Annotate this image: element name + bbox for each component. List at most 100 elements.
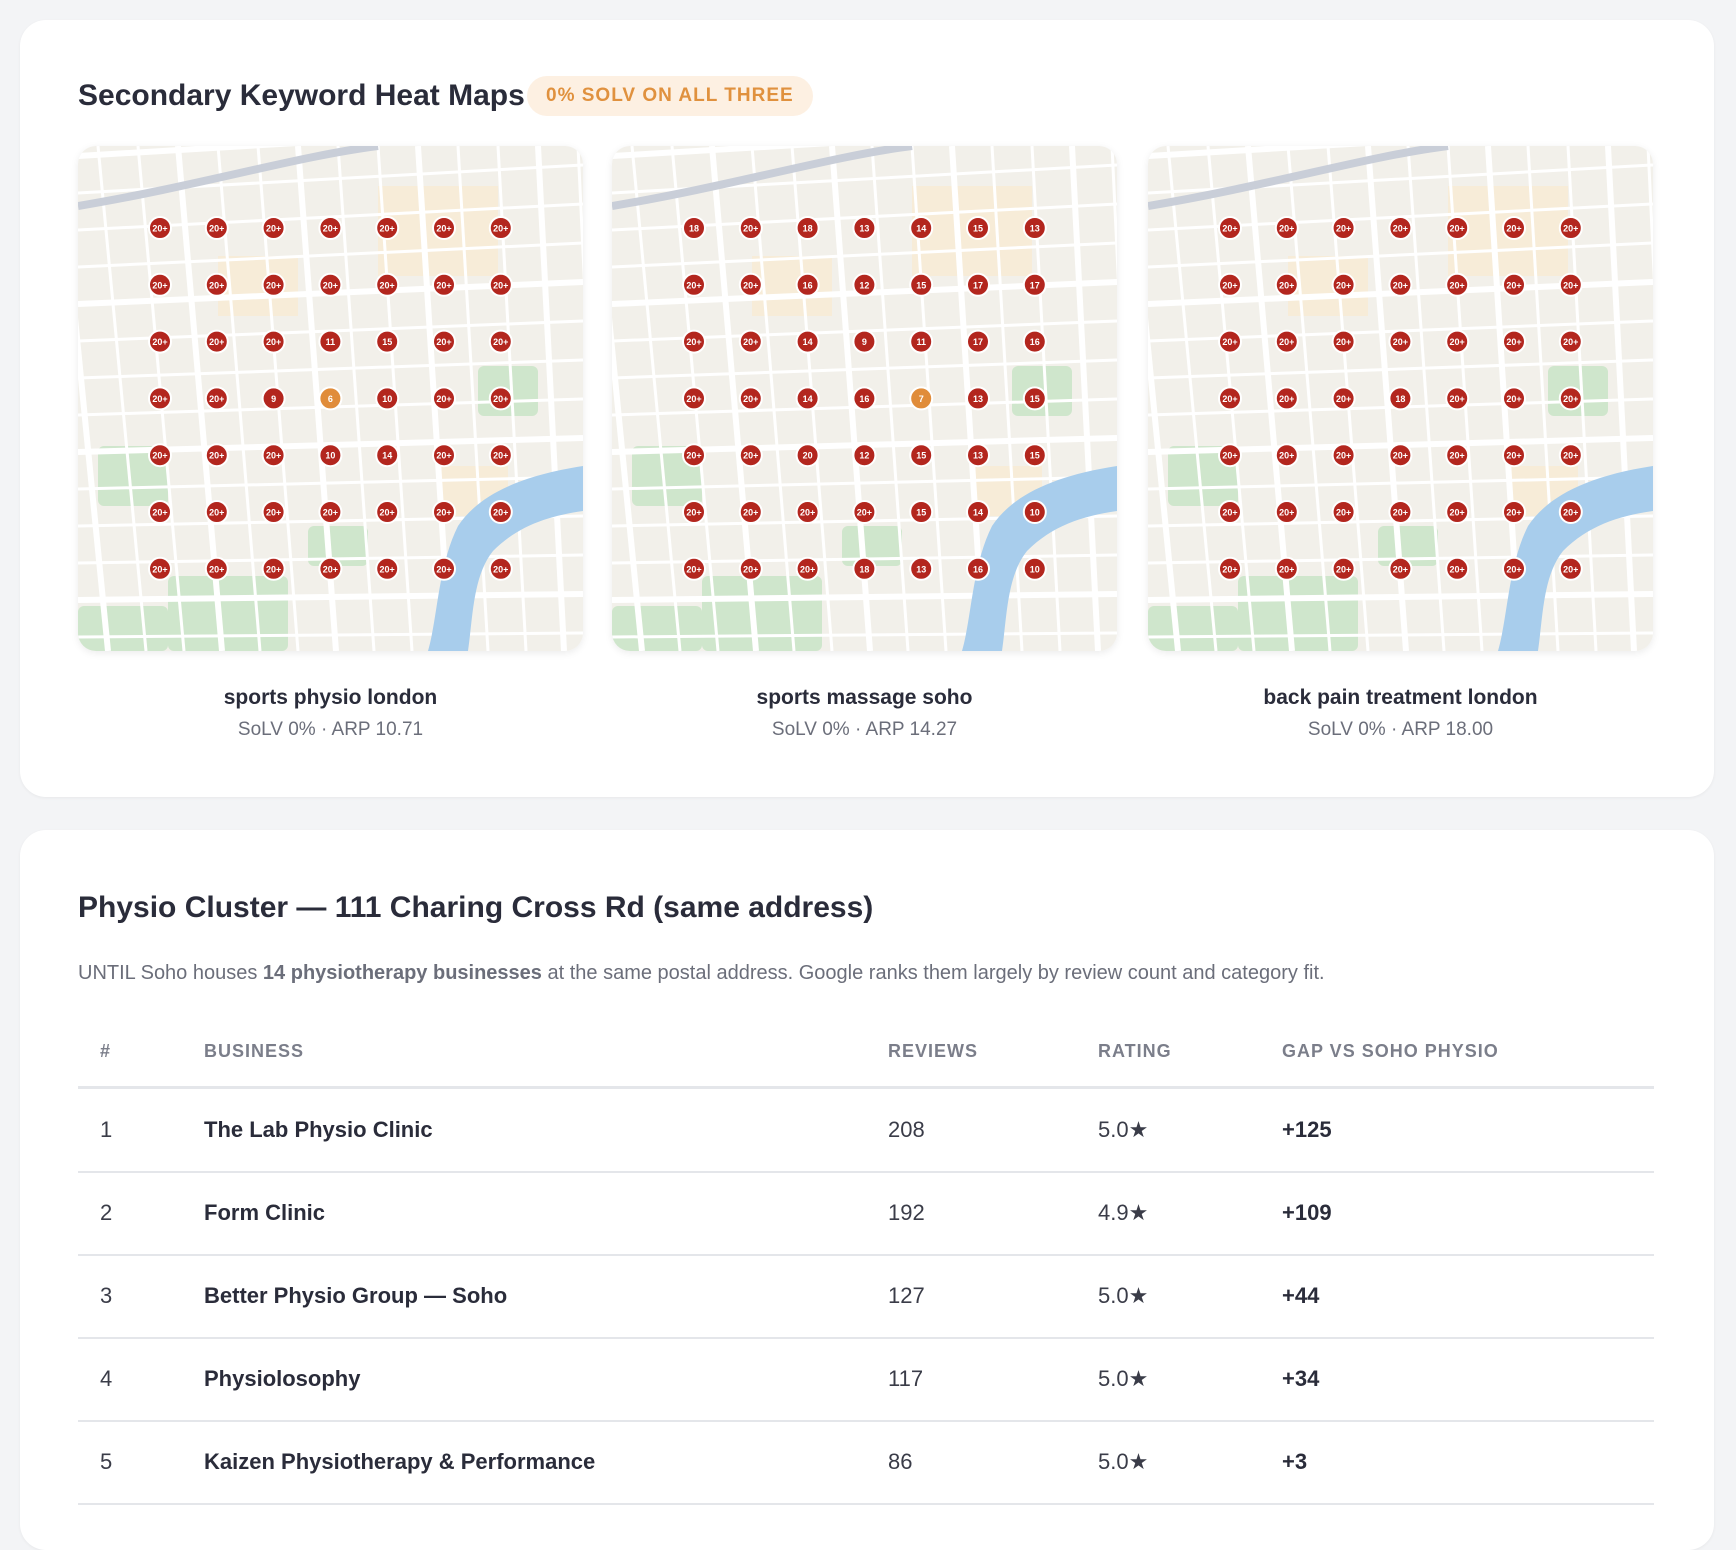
rank-label: 20+ xyxy=(1393,224,1408,234)
rank-marker xyxy=(795,216,820,240)
rank-marker xyxy=(1022,386,1047,411)
rank-marker xyxy=(432,443,456,468)
rank-marker xyxy=(852,443,877,468)
map-caption: sports massage soho SoLV 0% · ARP 14.27 xyxy=(612,686,1117,741)
rank-label: 20+ xyxy=(1222,508,1237,518)
rank-marker xyxy=(682,500,706,524)
row-rule xyxy=(78,1171,1654,1173)
rank-marker xyxy=(1558,386,1583,411)
table-header: GAP VS SOHO PHYSIO xyxy=(1282,1041,1499,1061)
rank-marker xyxy=(1388,329,1413,354)
rank-marker xyxy=(261,500,286,524)
keyword-stats: SoLV 0% · ARP 10.71 xyxy=(237,719,424,740)
rank-label: 20+ xyxy=(152,280,167,290)
street xyxy=(1406,146,1446,651)
rank-label: 20+ xyxy=(1506,224,1521,234)
street xyxy=(612,241,1117,269)
street xyxy=(1069,146,1101,651)
rank-marker xyxy=(488,500,513,524)
rank-label: 20+ xyxy=(209,564,224,574)
rank-label: 20+ xyxy=(1506,337,1521,347)
rank-label: 15 xyxy=(1030,394,1040,404)
gap: +44 xyxy=(1282,1283,1320,1308)
rank-marker xyxy=(682,329,706,354)
rank-marker xyxy=(1445,443,1470,468)
rank-marker xyxy=(966,556,990,581)
rank-marker xyxy=(1331,443,1356,468)
rank-label: 20+ xyxy=(1450,451,1465,461)
rank-marker xyxy=(1331,500,1356,524)
rank-marker xyxy=(318,216,343,240)
rank-label: 20+ xyxy=(266,224,281,234)
rank-marker xyxy=(1331,386,1356,411)
rank-marker xyxy=(795,329,820,354)
rank: 2 xyxy=(100,1200,113,1225)
rank-marker xyxy=(1502,216,1526,240)
rank-label: 20+ xyxy=(152,508,167,518)
rank-label: 10 xyxy=(1030,508,1040,518)
rank-marker xyxy=(738,272,763,297)
rank-marker xyxy=(795,500,820,524)
rank-label: 13 xyxy=(1030,224,1040,234)
gap: +109 xyxy=(1282,1200,1332,1225)
rank-marker xyxy=(375,329,400,354)
rank-label: 10 xyxy=(325,451,335,461)
rank-label: 20+ xyxy=(152,564,167,574)
street xyxy=(535,146,567,651)
street xyxy=(1605,146,1637,651)
rank-marker xyxy=(488,443,513,468)
rank-marker xyxy=(852,272,877,297)
rank-marker xyxy=(852,500,877,524)
street xyxy=(1148,146,1367,159)
rank-marker xyxy=(795,443,820,468)
street xyxy=(1646,146,1653,283)
business: Better Physio Group — Soho xyxy=(204,1283,508,1308)
rank-label: 20+ xyxy=(1393,280,1408,290)
rank-marker xyxy=(1218,386,1242,411)
rank-marker xyxy=(738,556,763,581)
rank-label: 20+ xyxy=(857,508,872,518)
rank-label: 18 xyxy=(1395,394,1405,404)
rating: 5.0★ xyxy=(1098,1283,1149,1308)
rank-marker xyxy=(488,272,513,297)
section-title: Physio Cluster — 111 Charing Cross Rd (s… xyxy=(78,891,874,924)
rank-marker xyxy=(204,329,229,354)
rank-label: 20+ xyxy=(686,564,701,574)
rank-marker xyxy=(432,272,456,297)
rank-marker xyxy=(1445,556,1470,581)
rank-marker xyxy=(1388,272,1413,297)
rank-marker xyxy=(318,443,343,468)
street xyxy=(576,146,583,283)
rank-label: 20+ xyxy=(1279,394,1294,404)
rank: 5 xyxy=(100,1449,113,1474)
business: Physiolosophy xyxy=(204,1366,361,1391)
rank-marker xyxy=(1218,556,1242,581)
street xyxy=(1148,241,1653,269)
rank-marker xyxy=(966,500,990,524)
park xyxy=(1238,576,1358,651)
rank-marker xyxy=(1502,386,1526,411)
street xyxy=(612,591,1117,603)
rank-label: 20+ xyxy=(1393,337,1408,347)
keyword: back pain treatment london xyxy=(1263,686,1538,709)
rank-marker xyxy=(1274,386,1299,411)
business: The Lab Physio Clinic xyxy=(204,1117,433,1142)
rank-marker xyxy=(148,216,172,240)
rank-label: 20+ xyxy=(380,564,395,574)
reviews: 117 xyxy=(888,1366,924,1391)
park xyxy=(168,576,288,651)
rank-marker xyxy=(148,272,172,297)
rank-marker xyxy=(1022,272,1047,297)
rank-marker xyxy=(738,329,763,354)
rank-label: 20+ xyxy=(323,564,338,574)
map-svg: 20+ 20+ 20+ 20+ 20+ 20+ 20+ 20+ 20+ 20+ 20+ 20+ 20+ 2… xyxy=(1148,146,1653,651)
rank-marker xyxy=(682,216,706,240)
rank-marker xyxy=(1445,216,1470,240)
rank-label: 20+ xyxy=(493,224,508,234)
rank-marker xyxy=(261,216,286,240)
rank-marker xyxy=(682,443,706,468)
rank-marker xyxy=(318,272,343,297)
rank-label: 18 xyxy=(803,224,813,234)
rank-marker xyxy=(1274,329,1299,354)
rank-marker xyxy=(1274,443,1299,468)
